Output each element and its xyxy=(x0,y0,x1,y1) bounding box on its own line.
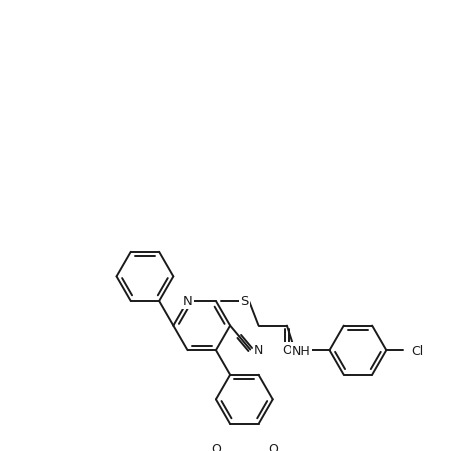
Text: O: O xyxy=(268,442,278,451)
Text: N: N xyxy=(254,343,263,356)
Text: Cl: Cl xyxy=(411,344,423,357)
Text: O: O xyxy=(282,344,292,356)
Text: S: S xyxy=(240,295,248,308)
Text: N: N xyxy=(183,295,193,308)
Text: O: O xyxy=(211,442,221,451)
Text: NH: NH xyxy=(292,344,311,357)
